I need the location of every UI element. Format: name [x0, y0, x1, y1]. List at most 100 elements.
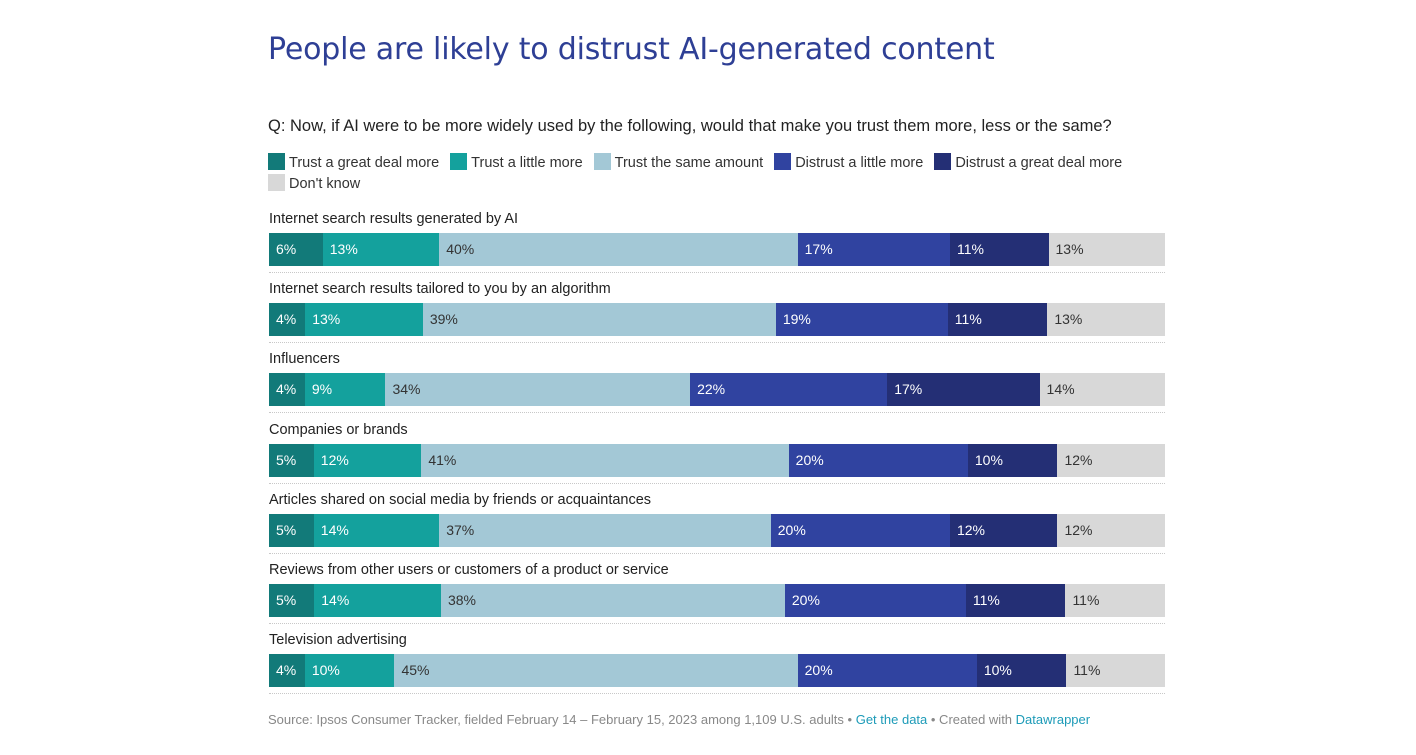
data-label: 6% [276, 241, 297, 257]
bar-segment: 13% [305, 303, 423, 336]
bar-segment: 19% [775, 303, 948, 336]
bar-segment: 13% [322, 233, 440, 266]
row-label: Television advertising [269, 632, 407, 648]
bar-segment: 5% [269, 444, 314, 477]
datawrapper-link[interactable]: Datawrapper [1015, 712, 1091, 727]
get-the-data-link[interactable]: Get the data [855, 712, 928, 727]
data-label: 34% [392, 381, 421, 397]
bar-segment: 17% [887, 373, 1040, 406]
data-label: 10% [974, 452, 1003, 468]
row-label: Internet search results tailored to you … [269, 281, 611, 297]
bar-segment: 12% [313, 444, 422, 477]
bar-segment: 4% [269, 654, 305, 687]
stacked-bar: 4% 10% 45% 20% 10% 11% [269, 654, 1165, 687]
bar-segment: 6% [269, 233, 323, 266]
legend-swatch [268, 153, 285, 170]
bar-segment: 20% [770, 514, 950, 547]
data-label: 40% [446, 241, 475, 257]
stacked-bar: 4% 13% 39% 19% 11% 13% [269, 303, 1165, 336]
bar-segment: 34% [385, 373, 691, 406]
legend-item: Don't know [268, 174, 360, 192]
legend-label: Trust a little more [471, 155, 583, 171]
bar-segment: 20% [797, 654, 977, 687]
bar-segment: 37% [439, 514, 771, 547]
data-label: 11% [1073, 662, 1101, 678]
row-divider [269, 412, 1165, 413]
bar-segment: 5% [269, 514, 314, 547]
row-label: Internet search results generated by AI [269, 211, 519, 227]
row-label: Influencers [269, 351, 340, 367]
data-label: 13% [1054, 311, 1083, 327]
footer-separator: • [843, 712, 856, 727]
bar-segment: 10% [304, 654, 395, 687]
data-label: 39% [429, 311, 458, 327]
data-label: 12% [1064, 452, 1093, 468]
data-label: 17% [804, 241, 833, 257]
bar-segment: 41% [421, 444, 789, 477]
legend-swatch [268, 174, 285, 191]
bar-segment: 11% [1066, 654, 1165, 687]
bar-segment: 40% [439, 233, 798, 266]
data-label: 14% [320, 522, 349, 538]
stacked-bar: 5% 14% 37% 20% 12% 12% [269, 514, 1165, 547]
footer-created-with: • Created with [927, 712, 1016, 727]
bar-segment: 14% [1039, 373, 1165, 406]
data-label: 11% [956, 241, 984, 257]
bar-segment: 13% [1047, 303, 1165, 336]
bar-segment: 11% [949, 233, 1049, 266]
bar-segment: 13% [1048, 233, 1165, 266]
bar-segment: 12% [1057, 514, 1165, 547]
legend-label: Distrust a little more [795, 155, 924, 171]
bar-segment: 9% [304, 373, 386, 406]
chart-title: People are likely to distrust AI-generat… [268, 32, 995, 67]
data-label: 11% [1072, 592, 1100, 608]
legend-item: Trust a great deal more [268, 153, 440, 171]
data-label: 12% [320, 452, 349, 468]
bar-segment: 14% [313, 514, 440, 547]
legend-item: Trust a little more [450, 153, 583, 171]
legend-label: Trust a great deal more [289, 155, 440, 171]
data-label: 20% [795, 452, 824, 468]
data-label: 11% [972, 592, 1000, 608]
bar-segment: 14% [314, 584, 441, 617]
data-label: 37% [446, 522, 475, 538]
legend-item: Distrust a little more [774, 153, 924, 171]
bar-segment: 10% [976, 654, 1067, 687]
legend-item: Trust the same amount [593, 153, 764, 171]
row-label: Reviews from other users or customers of… [269, 562, 669, 578]
data-label: 45% [401, 662, 430, 678]
data-label: 14% [321, 592, 350, 608]
footer: Source: Ipsos Consumer Tracker, fielded … [268, 712, 1090, 727]
data-label: 4% [276, 311, 297, 327]
bar-segment: 17% [797, 233, 950, 266]
data-label: 22% [697, 381, 726, 397]
legend-swatch [774, 153, 792, 170]
legend-swatch [450, 153, 468, 170]
data-label: 12% [956, 522, 985, 538]
stacked-bar: 6% 13% 40% 17% 11% 13% [269, 233, 1165, 266]
row-divider [269, 693, 1165, 694]
row-divider [269, 553, 1165, 554]
legend-label: Distrust a great deal more [955, 155, 1123, 171]
stacked-bar: 4% 9% 34% 22% 17% 14% [269, 373, 1165, 406]
stacked-bar: 5% 12% 41% 20% 10% 12% [269, 444, 1165, 477]
row-divider [269, 272, 1165, 273]
data-label: 5% [276, 592, 297, 608]
legend-label: Trust the same amount [614, 155, 764, 171]
data-label: 19% [782, 311, 811, 327]
row-label: Articles shared on social media by frien… [269, 492, 652, 508]
bar-segment: 39% [422, 303, 776, 336]
legend-swatch [934, 153, 952, 170]
data-label: 10% [983, 662, 1012, 678]
data-label: 20% [804, 662, 833, 678]
legend-swatch [593, 153, 611, 170]
data-label: 10% [311, 662, 340, 678]
bar-segment: 5% [269, 584, 315, 617]
row-label: Companies or brands [269, 422, 408, 438]
bar-segment: 11% [1065, 584, 1165, 617]
bar-segment: 20% [784, 584, 966, 617]
data-label: 20% [791, 592, 820, 608]
data-label: 14% [1046, 381, 1075, 397]
data-label: 5% [276, 452, 297, 468]
